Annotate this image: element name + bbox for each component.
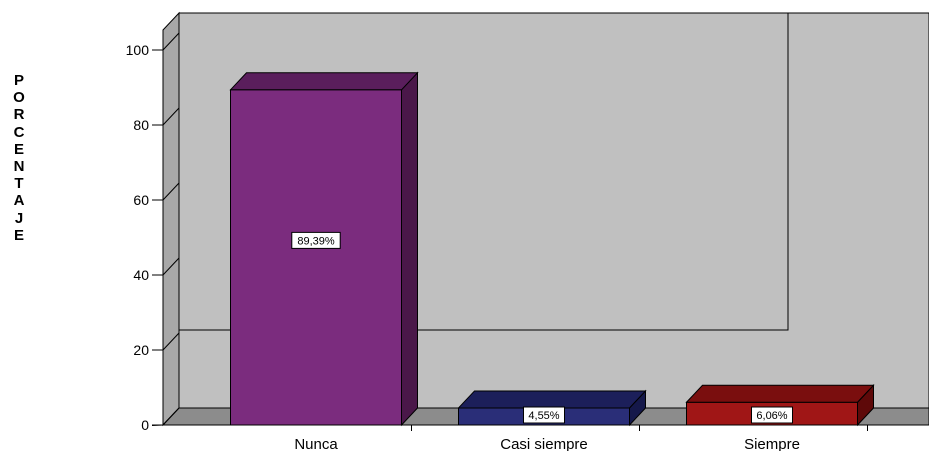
x-tick-label: Nunca xyxy=(294,436,338,451)
bar-nunca xyxy=(230,89,402,426)
y-tick-label: 0 xyxy=(141,417,149,433)
y-tick-label: 20 xyxy=(133,342,149,358)
y-axis-tick-depth xyxy=(162,107,180,126)
y-axis-title-letter: E xyxy=(13,226,24,244)
data-label-box xyxy=(291,231,341,249)
y-axis-title-letter: N xyxy=(13,158,25,176)
data-label-box xyxy=(751,406,793,424)
y-axis-title-letter: O xyxy=(13,89,25,107)
data-label: 4,55% xyxy=(528,410,559,422)
x-tick-label: Casi siempre xyxy=(500,436,588,451)
y-axis-tick-depth xyxy=(162,407,180,426)
y-axis-title-letter: J xyxy=(14,209,24,227)
bar-top xyxy=(685,384,875,403)
y-axis-title-letter: T xyxy=(14,175,24,193)
bar-top xyxy=(229,72,419,91)
y-axis-tick-depth xyxy=(162,182,180,201)
data-label: 89,39% xyxy=(297,235,335,247)
y-tick-label: 60 xyxy=(133,192,149,208)
y-tick-label: 80 xyxy=(133,117,149,133)
y-axis-title-letter: A xyxy=(13,192,25,210)
y-axis-title-letter: R xyxy=(13,106,25,124)
y-axis-title-letter: C xyxy=(13,123,25,141)
y-axis-title-letter: E xyxy=(13,140,24,158)
y-axis-tick-depth xyxy=(162,332,180,351)
bar-side xyxy=(401,71,418,427)
y-axis-tick-depth xyxy=(162,257,180,276)
y-axis-title-letter: P xyxy=(13,72,24,89)
chart-side-wall xyxy=(162,11,180,427)
y-tick-label: 40 xyxy=(133,267,149,283)
y-axis-tick-depth xyxy=(162,32,180,51)
y-tick-label: 100 xyxy=(126,42,150,58)
x-tick-label: Siempre xyxy=(744,436,800,451)
data-label-box xyxy=(523,406,565,424)
bar-top xyxy=(457,390,647,409)
data-label: 6,06% xyxy=(756,410,787,422)
